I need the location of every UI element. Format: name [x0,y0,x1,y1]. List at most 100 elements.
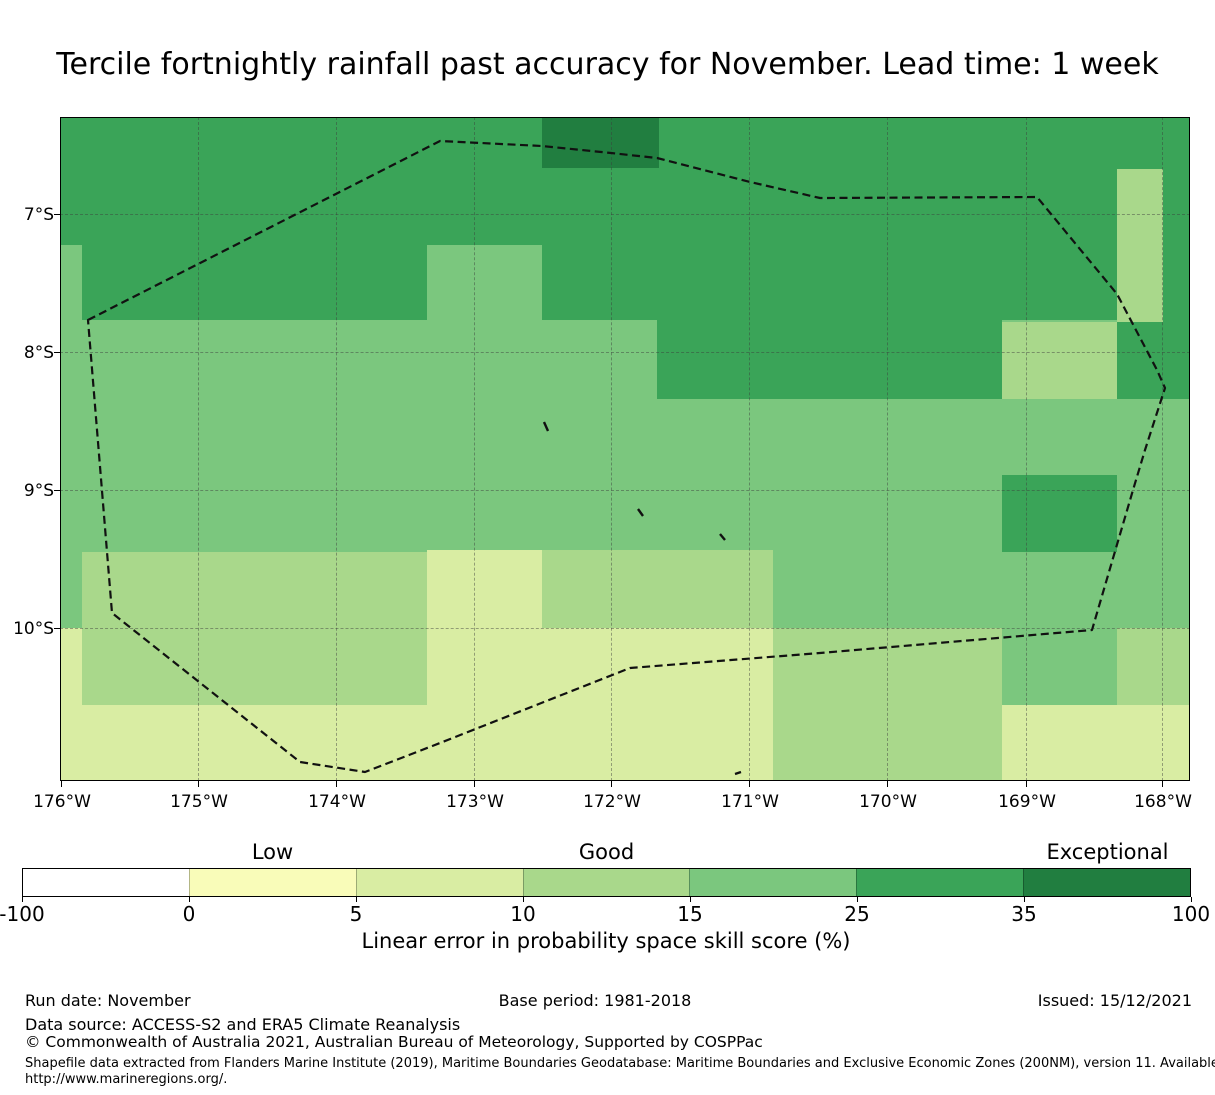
footer-shapefile-url: http://www.marineregions.org/. [25,1072,228,1087]
map-plot [60,117,1190,781]
colorbar-tick-mark [857,897,859,902]
map-cell [542,550,773,628]
gridline-vertical [611,117,612,781]
colorbar-tick-label: 0 [182,902,196,926]
colorbar-tick-label: 10 [510,902,536,926]
footer-run-date: Run date: November [25,991,191,1010]
gridline-vertical [887,117,888,781]
map-cell [82,245,427,320]
map-overlay [86,139,1167,776]
y-tick-label: 9°S [23,481,54,501]
gridline-horizontal [60,628,1190,629]
x-tick-mark [887,781,889,787]
colorbar-segment [1023,869,1191,896]
map-cell [542,245,1117,320]
map-cell [1117,322,1163,399]
colorbar-segment [856,869,1024,896]
footer-issued: Issued: 15/12/2021 [1037,991,1192,1010]
gridline-horizontal [60,214,1190,215]
map-cell [82,705,427,781]
y-tick-mark [54,214,60,216]
y-tick-mark [54,352,60,354]
colorbar-tick-label: 5 [349,902,363,926]
colorbar [22,868,1191,897]
colorbar-tick-mark [189,897,191,902]
eez-boundary-line [86,139,1167,774]
colorbar-category-label: Good [578,840,635,864]
colorbar-tick-label: 35 [1011,902,1037,926]
colorbar-tick-label: 25 [844,902,870,926]
x-tick-mark [336,781,338,787]
gridline-vertical [198,117,199,781]
map-cell [542,628,773,781]
x-tick-mark [1026,781,1028,787]
x-tick-mark [749,781,751,787]
y-tick-mark [54,628,60,630]
map-cell [60,628,82,781]
map-cell [1117,628,1190,705]
island-mark [734,770,742,776]
gridline-horizontal [60,490,1190,491]
map-cell [427,550,542,781]
colorbar-tick-label: 15 [677,902,703,926]
x-tick-mark [61,781,63,787]
map-cell [82,552,427,705]
colorbar-segment [355,869,523,896]
map-cell [1002,705,1190,781]
island-marks [542,421,742,776]
colorbar-tick-mark [356,897,358,902]
colorbar-segment [188,869,356,896]
colorbar-tick-label: -100 [0,902,45,926]
gridline-vertical [336,117,337,781]
x-tick-label: 168°W [1134,792,1192,812]
island-mark [637,508,644,517]
gridline-vertical [474,117,475,781]
colorbar-segment [23,869,189,896]
footer-shapefile-attribution: Shapefile data extracted from Flanders M… [25,1056,1215,1071]
x-tick-mark [1162,781,1164,787]
x-tick-label: 169°W [998,792,1056,812]
footer-copyright: © Commonwealth of Australia 2021, Austra… [25,1033,763,1051]
map-cell [1117,169,1163,322]
gridline-vertical [749,117,750,781]
colorbar-tick-mark [1024,897,1026,902]
x-tick-label: 176°W [33,792,91,812]
y-tick-label: 10°S [13,619,54,639]
footer-base-period: Base period: 1981-2018 [498,991,692,1010]
x-tick-label: 174°W [308,792,366,812]
colorbar-tick-label: 100 [1171,902,1211,926]
colorbar-tick-mark [690,897,692,902]
x-tick-label: 175°W [170,792,228,812]
x-tick-mark [474,781,476,787]
y-tick-label: 7°S [23,205,54,225]
colorbar-axis-label: Linear error in probability space skill … [361,929,851,953]
gridline-horizontal [60,352,1190,353]
colorbar-segment [522,869,690,896]
x-tick-mark [198,781,200,787]
colorbar-category-label: Exceptional [1046,840,1169,864]
footer-data-source: Data source: ACCESS-S2 and ERA5 Climate … [25,1015,461,1034]
colorbar-category-label: Low [251,840,294,864]
x-tick-label: 173°W [446,792,504,812]
colorbar-segment [689,869,857,896]
map-cell [1002,475,1117,552]
y-tick-label: 8°S [23,343,54,363]
gridline-vertical [1162,117,1163,781]
colorbar-tick-mark [22,897,24,902]
map-cell [1162,245,1190,399]
colorbar-tick-mark [523,897,525,902]
gridline-vertical [1026,117,1027,781]
island-mark [719,533,726,541]
map-cell [1002,322,1117,399]
island-mark [542,421,550,432]
x-tick-mark [611,781,613,787]
x-tick-label: 171°W [721,792,779,812]
x-tick-label: 172°W [583,792,641,812]
map-cell [657,320,1002,399]
chart-title: Tercile fortnightly rainfall past accura… [56,47,1159,82]
colorbar-tick-mark [1191,897,1193,902]
map-cell [542,117,659,168]
y-tick-mark [54,490,60,492]
x-tick-label: 170°W [859,792,917,812]
